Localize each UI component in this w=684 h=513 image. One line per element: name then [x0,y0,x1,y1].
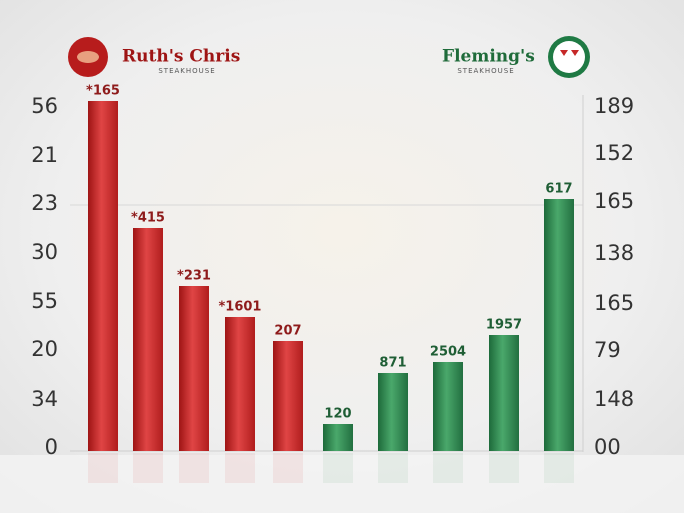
bar-label: 617 [545,182,572,197]
y-tick-label: 20 [31,337,58,361]
bar [489,335,519,451]
brand-name: Ruth's Chris [122,47,240,67]
brand-name: Fleming's [442,47,535,67]
y-tick-label: 56 [31,94,58,118]
bar-reflection [378,453,408,483]
bar-reflection [179,453,209,483]
brand-tagline: STEAKHOUSE [158,67,215,75]
y-tick-label: 23 [31,191,58,215]
y-tick-label: 30 [31,240,58,264]
y2-tick-label: 79 [594,338,621,362]
bar-label: *415 [131,211,165,226]
bar-reflection [433,453,463,483]
bar-reflection [489,453,519,483]
bar-label: 871 [379,356,406,371]
bar [544,199,574,451]
logo-inner [553,41,585,73]
bar [433,362,463,451]
y2-tick-label: 138 [594,241,634,265]
y-tick-label: 0 [45,435,58,459]
y2-tick-label: 165 [594,291,634,315]
bar [323,424,353,451]
bar-label: 207 [274,324,301,339]
bar-reflection [544,453,574,483]
bar [225,317,255,451]
y2-tick-label: 148 [594,387,634,411]
bar [88,101,118,451]
bar [133,228,163,451]
y-tick-label: 34 [31,387,58,411]
y2-tick-label: 00 [594,435,621,459]
y2-tick-label: 152 [594,141,634,165]
bar-reflection [88,453,118,483]
y2-tick-label: 189 [594,94,634,118]
floor [0,455,684,513]
y2-tick-label: 165 [594,189,634,213]
bar-label: 1957 [486,318,522,333]
bar-label: *165 [86,84,120,99]
bar-reflection [225,453,255,483]
bar-label: 120 [324,407,351,422]
y-tick-label: 55 [31,289,58,313]
bar [179,286,209,451]
bar-label: *1601 [219,300,262,315]
bar-label: *231 [177,269,211,284]
bar [273,341,303,451]
bar [378,373,408,451]
y-tick-label: 21 [31,143,58,167]
brand-tagline: STEAKHOUSE [457,67,514,75]
bar-reflection [323,453,353,483]
logo-icon [560,50,579,56]
bar-label: 2504 [430,345,466,360]
bar-reflection [133,453,163,483]
logo-icon [77,51,99,63]
bar-reflection [273,453,303,483]
